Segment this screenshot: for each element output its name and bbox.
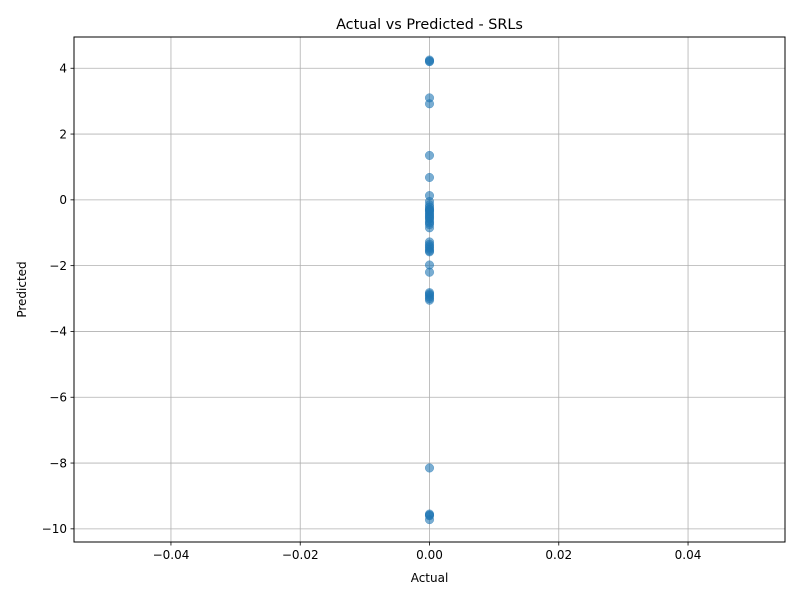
chart-title: Actual vs Predicted - SRLs: [336, 17, 523, 33]
x-tick-label: −0.04: [153, 548, 190, 562]
data-point: [424, 510, 435, 520]
y-tick-label: −4: [49, 325, 67, 339]
data-point: [424, 99, 435, 109]
data-point: [424, 463, 435, 473]
y-tick-label: −2: [49, 259, 67, 273]
data-point: [424, 267, 435, 277]
x-tick-label: 0.02: [545, 548, 572, 562]
y-tick-label: 0: [59, 193, 67, 207]
y-tick-label: 4: [59, 62, 67, 76]
y-tick-label: 2: [59, 127, 67, 141]
data-point: [424, 172, 435, 183]
y-tick-label: −6: [49, 391, 67, 405]
data-point: [424, 218, 435, 228]
y-axis-label: Predicted: [15, 261, 29, 317]
data-points: [424, 55, 435, 525]
x-axis-ticks: −0.04 −0.02 0.00 0.02 0.04: [153, 542, 702, 562]
y-tick-label: −8: [49, 456, 67, 470]
data-point: [424, 292, 435, 302]
x-tick-label: 0.04: [675, 548, 702, 562]
data-point: [424, 204, 435, 214]
y-tick-label: −10: [42, 522, 67, 536]
y-axis-ticks: −10 −8 −6 −4 −2 0 2 4: [42, 62, 74, 536]
data-point: [424, 241, 435, 251]
data-point: [424, 150, 435, 160]
data-point: [424, 56, 435, 66]
x-tick-label: −0.02: [282, 548, 319, 562]
x-tick-label: 0.00: [416, 548, 443, 562]
x-axis-label: Actual: [411, 571, 449, 585]
